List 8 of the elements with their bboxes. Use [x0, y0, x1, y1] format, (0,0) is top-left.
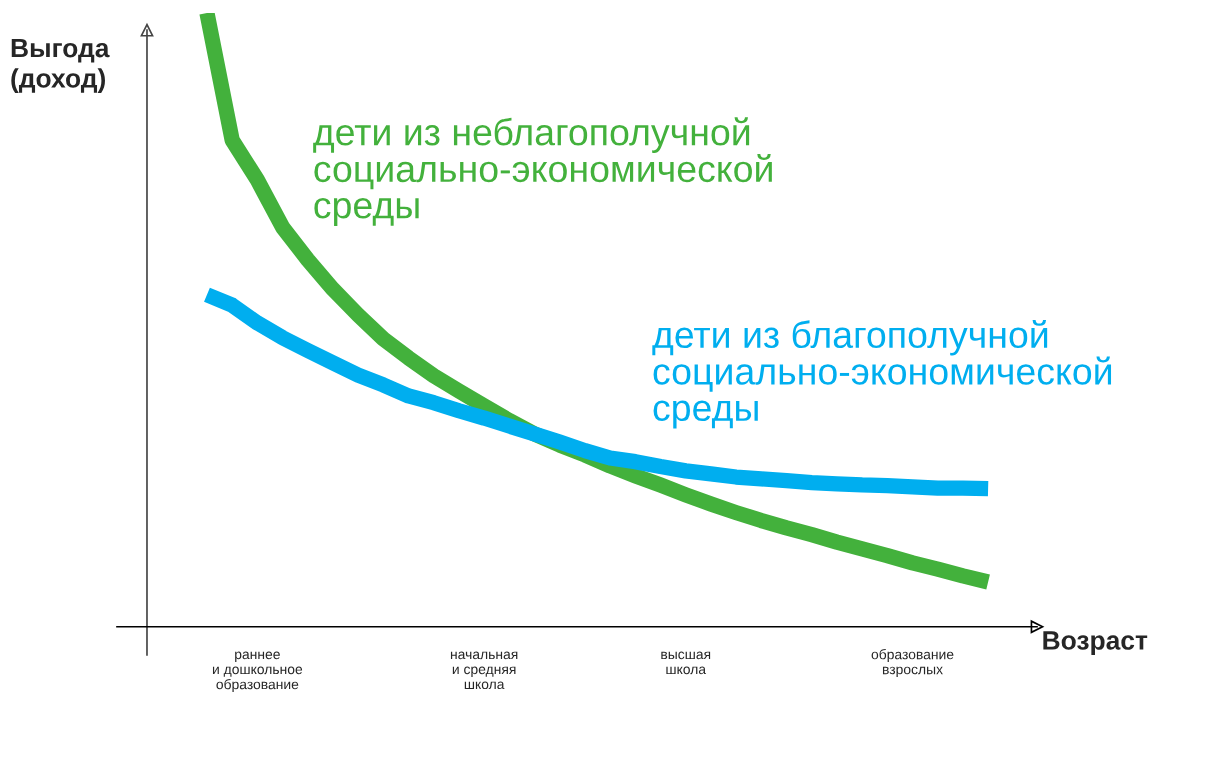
x-tick-label: высшая школа	[661, 651, 711, 675]
series-label: дети из неблагополучной социально-экономической среды	[313, 117, 772, 226]
y-axis-title: Выгода (доход)	[11, 38, 110, 93]
x-tick-label: раннее и дошкольное образование	[212, 651, 303, 692]
series-label: дети из благополучной социально-экономической среды	[652, 319, 1112, 429]
x-tick-label: образование взрослых	[871, 648, 954, 678]
x-axis-title: Возраст	[1043, 631, 1148, 655]
x-tick-label: начальная и средняя школа	[450, 651, 518, 690]
